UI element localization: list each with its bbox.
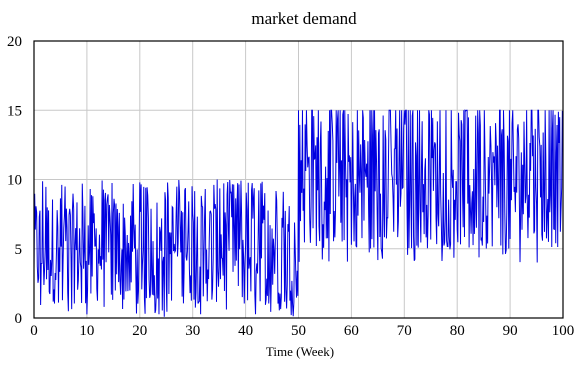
x-tick-label: 20: [132, 323, 147, 339]
x-tick-label: 10: [79, 323, 94, 339]
y-tick-label: 15: [7, 103, 22, 119]
x-axis-label: Time (Week): [266, 344, 334, 359]
x-tick-label: 60: [344, 323, 359, 339]
y-tick-label: 20: [7, 34, 22, 50]
x-tick-label: 90: [503, 323, 518, 339]
x-tick-label: 40: [238, 323, 253, 339]
x-tick-label: 0: [30, 323, 38, 339]
y-tick-label: 0: [15, 311, 23, 327]
plot-frame: [33, 40, 564, 319]
x-tick-labels: 0 10 20 30 40 50 60 70 80 90 100: [30, 323, 574, 339]
series-line-0: [33, 109, 564, 317]
y-tick-label: 10: [7, 173, 22, 189]
x-tick-label: 50: [291, 323, 306, 339]
y-tick-label: 5: [15, 242, 23, 258]
series-group: [33, 109, 564, 317]
chart-title: market demand: [251, 9, 357, 28]
x-tick-label: 70: [397, 323, 412, 339]
y-tick-labels: 0 5 10 15 20: [7, 34, 22, 327]
x-tick-label: 80: [450, 323, 465, 339]
x-tick-label: 100: [552, 323, 575, 339]
x-tick-label: 30: [185, 323, 200, 339]
